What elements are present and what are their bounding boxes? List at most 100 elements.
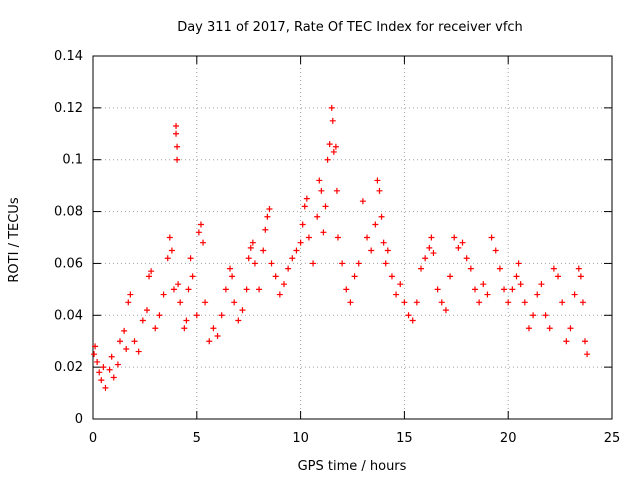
data-point	[189, 273, 196, 280]
data-point	[102, 384, 109, 391]
data-point	[264, 213, 271, 220]
data-point	[235, 317, 242, 324]
data-point	[405, 312, 412, 319]
data-point	[505, 299, 512, 306]
data-point	[289, 255, 296, 262]
data-point	[355, 260, 362, 267]
data-point	[135, 348, 142, 355]
data-point	[380, 239, 387, 246]
data-point	[584, 351, 591, 358]
data-point	[92, 343, 99, 350]
data-point	[329, 117, 336, 124]
data-point	[434, 286, 441, 293]
x-axis-label: GPS time / hours	[298, 459, 407, 474]
data-point	[174, 156, 181, 163]
data-point	[577, 273, 584, 280]
y-tick-label: 0.12	[54, 101, 83, 116]
data-point	[555, 273, 562, 280]
data-point	[193, 312, 200, 319]
data-point	[546, 325, 553, 332]
data-point	[218, 312, 225, 319]
data-point	[347, 299, 354, 306]
data-point	[343, 286, 350, 293]
data-point	[243, 286, 250, 293]
data-point	[108, 353, 115, 360]
data-point	[143, 307, 150, 314]
data-point	[197, 221, 204, 228]
data-point	[571, 291, 578, 298]
data-point	[166, 234, 173, 241]
data-point	[183, 317, 190, 324]
x-tick-label: 10	[292, 431, 309, 446]
y-tick-label: 0.06	[54, 256, 83, 271]
x-tick-label: 25	[604, 431, 621, 446]
data-point	[195, 229, 202, 236]
data-point	[368, 247, 375, 254]
data-point	[582, 338, 589, 345]
data-point	[303, 195, 310, 202]
data-point	[320, 229, 327, 236]
data-point	[280, 281, 287, 288]
data-point	[262, 226, 269, 233]
data-point	[185, 286, 192, 293]
data-point	[123, 345, 130, 352]
axis-ticks: 0 0.02 0.04 0.06 0.08 0.1 0.12 0.14 0 5 10 15 20 25	[54, 49, 620, 446]
data-point	[245, 255, 252, 262]
data-point	[131, 338, 138, 345]
data-point	[316, 177, 323, 184]
data-point	[550, 265, 557, 272]
data-point	[229, 273, 236, 280]
data-point	[334, 234, 341, 241]
data-point	[297, 239, 304, 246]
y-tick-label: 0.1	[62, 153, 83, 168]
data-point	[359, 198, 366, 205]
data-point	[174, 143, 181, 150]
data-point	[314, 213, 321, 220]
data-point	[538, 281, 545, 288]
data-point	[322, 203, 329, 210]
data-point	[116, 338, 123, 345]
data-point	[492, 247, 499, 254]
data-point	[496, 265, 503, 272]
data-point	[324, 156, 331, 163]
data-point	[222, 286, 229, 293]
data-point	[530, 312, 537, 319]
data-point	[509, 286, 516, 293]
data-point	[339, 260, 346, 267]
plot-frame	[92, 55, 613, 420]
data-point	[575, 265, 582, 272]
data-point	[397, 281, 404, 288]
data-point	[326, 141, 333, 148]
data-point	[388, 273, 395, 280]
x-tick-label: 0	[89, 431, 97, 446]
data-point	[125, 299, 132, 306]
data-point	[501, 286, 508, 293]
data-point	[413, 299, 420, 306]
data-point	[447, 273, 454, 280]
data-point	[430, 250, 437, 257]
data-point	[563, 338, 570, 345]
data-point	[160, 291, 167, 298]
data-point	[409, 317, 416, 324]
data-point	[239, 307, 246, 314]
data-point	[91, 351, 98, 358]
data-point	[152, 325, 159, 332]
x-tick-label: 20	[500, 431, 517, 446]
data-point	[455, 244, 462, 251]
data-point	[231, 299, 238, 306]
data-point	[318, 187, 325, 194]
data-point	[333, 187, 340, 194]
data-point	[227, 265, 234, 272]
data-point	[515, 260, 522, 267]
data-point	[459, 239, 466, 246]
data-point	[384, 247, 391, 254]
data-point	[559, 299, 566, 306]
data-point	[276, 291, 283, 298]
data-point	[121, 327, 128, 334]
data-point	[106, 366, 113, 373]
data-point	[463, 255, 470, 262]
data-point	[94, 358, 101, 365]
data-point	[534, 291, 541, 298]
data-point	[146, 273, 153, 280]
data-point	[382, 260, 389, 267]
